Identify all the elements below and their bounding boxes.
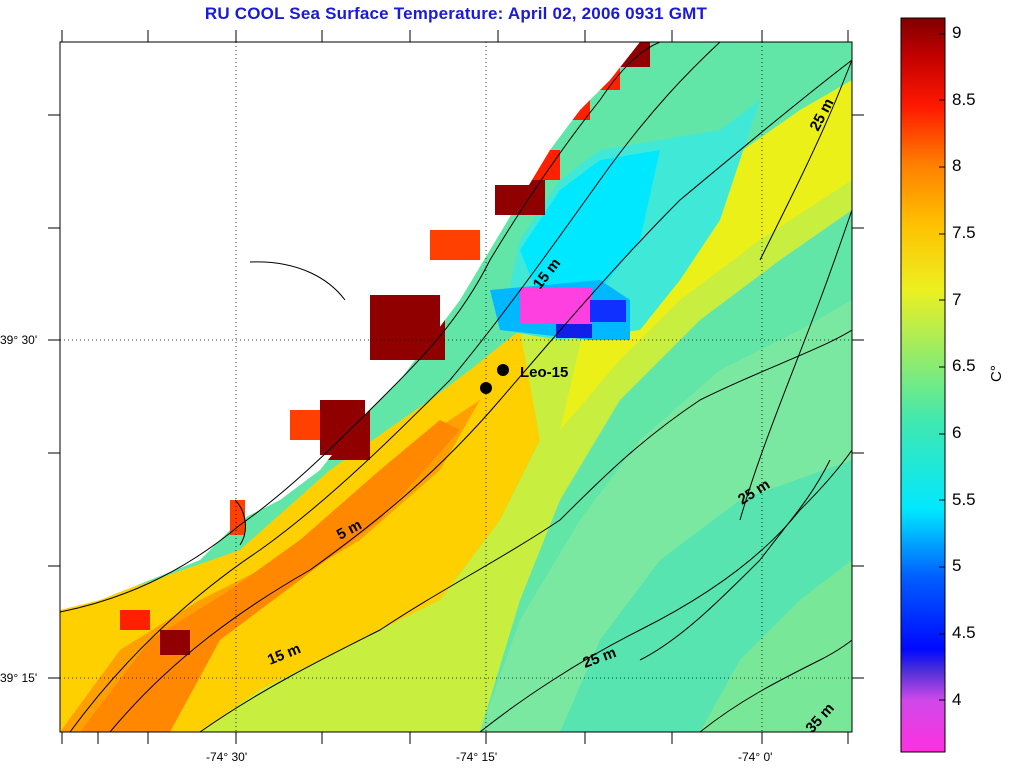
colorbar-tick-label: 6.5	[952, 356, 976, 375]
lon-label: -74° 0'	[738, 750, 773, 764]
station-marker	[480, 382, 492, 394]
map-frame	[59, 41, 853, 733]
colorbar-tick-label: 8	[952, 156, 962, 175]
sst-field	[60, 42, 852, 732]
colorbar-tick-label: 9	[952, 23, 962, 42]
colorbar-tick-label: 4.5	[952, 623, 976, 642]
colorbar-ticks	[939, 33, 945, 701]
lat-label: 39° 30'	[0, 333, 38, 347]
colorbar-tick-label: 8.5	[952, 90, 976, 109]
colorbar-tick-label: 5.5	[952, 490, 976, 509]
lon-label: -74° 15'	[456, 750, 498, 764]
map-title: RU COOL Sea Surface Temperature: April 0…	[204, 4, 708, 23]
colorbar-tick-label: 7.5	[952, 223, 976, 242]
station-marker	[497, 364, 509, 376]
colorbar-tick-label: 4	[952, 690, 962, 709]
axis-ticks	[48, 30, 864, 744]
colorbar-tick-label: 5	[952, 556, 962, 575]
colorbar-tick-label: 6	[952, 423, 962, 442]
colorbar	[900, 17, 946, 753]
station-label: Leo-15	[520, 364, 568, 381]
graticule	[60, 42, 852, 732]
lat-label: 39° 15'	[0, 671, 38, 685]
colorbar-unit: C°	[988, 365, 1005, 382]
colorbar-tick-label: 7	[952, 290, 962, 309]
lon-label: -74° 30'	[206, 750, 248, 764]
